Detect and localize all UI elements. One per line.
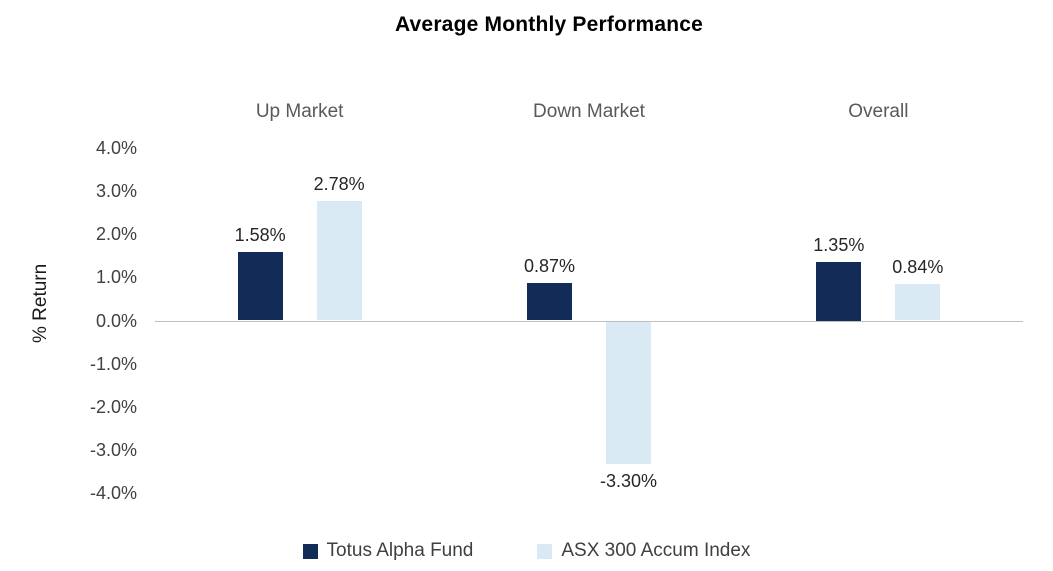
category-labels: Up Market Down Market Overall xyxy=(155,101,1023,129)
legend-label: ASX 300 Accum Index xyxy=(561,540,751,561)
category-label: Down Market xyxy=(533,101,645,122)
category-label: Up Market xyxy=(255,101,344,122)
bar xyxy=(606,321,651,464)
legend-item: Totus Alpha Fund xyxy=(302,540,474,562)
legend-item: ASX 300 Accum Index xyxy=(537,540,750,562)
data-label: 1.35% xyxy=(813,235,865,256)
y-tick-label: 2.0% xyxy=(95,224,137,245)
plot-area: 1.58% 2.78% 0.87% -3.30% 1.35% 0.84% xyxy=(155,148,1023,493)
y-tick-label: 3.0% xyxy=(95,181,137,202)
y-tick-label: 0.0% xyxy=(95,310,137,331)
bar xyxy=(527,282,572,321)
legend-swatch-icon xyxy=(302,543,318,559)
category-label: Overall xyxy=(848,101,909,122)
y-axis-ticks: 4.0% 3.0% 2.0% 1.0% 0.0% -1.0% -2.0% -3.0% -4.0% xyxy=(0,138,137,503)
bar xyxy=(895,284,941,321)
data-label: -3.30% xyxy=(599,470,658,491)
bar xyxy=(316,200,362,321)
y-tick-label: -2.0% xyxy=(89,396,137,417)
y-tick-label: -3.0% xyxy=(89,439,137,460)
x-axis-line xyxy=(155,320,1023,322)
y-tick-label: -1.0% xyxy=(89,353,137,374)
y-tick-label: 4.0% xyxy=(95,138,137,158)
bar xyxy=(237,252,283,321)
data-label: 1.58% xyxy=(234,225,286,246)
data-label: 0.84% xyxy=(892,257,944,278)
legend-swatch-icon xyxy=(537,543,553,559)
data-label: 0.87% xyxy=(523,255,576,276)
legend-label: Totus Alpha Fund xyxy=(326,540,474,561)
y-tick-label: 1.0% xyxy=(95,267,137,288)
data-label: 2.78% xyxy=(313,173,365,194)
bar xyxy=(816,262,862,321)
legend: Totus Alpha Fund ASX 300 Accum Index xyxy=(0,540,1053,562)
chart-title: Average Monthly Performance xyxy=(394,13,704,36)
y-tick-label: -4.0% xyxy=(89,483,137,503)
